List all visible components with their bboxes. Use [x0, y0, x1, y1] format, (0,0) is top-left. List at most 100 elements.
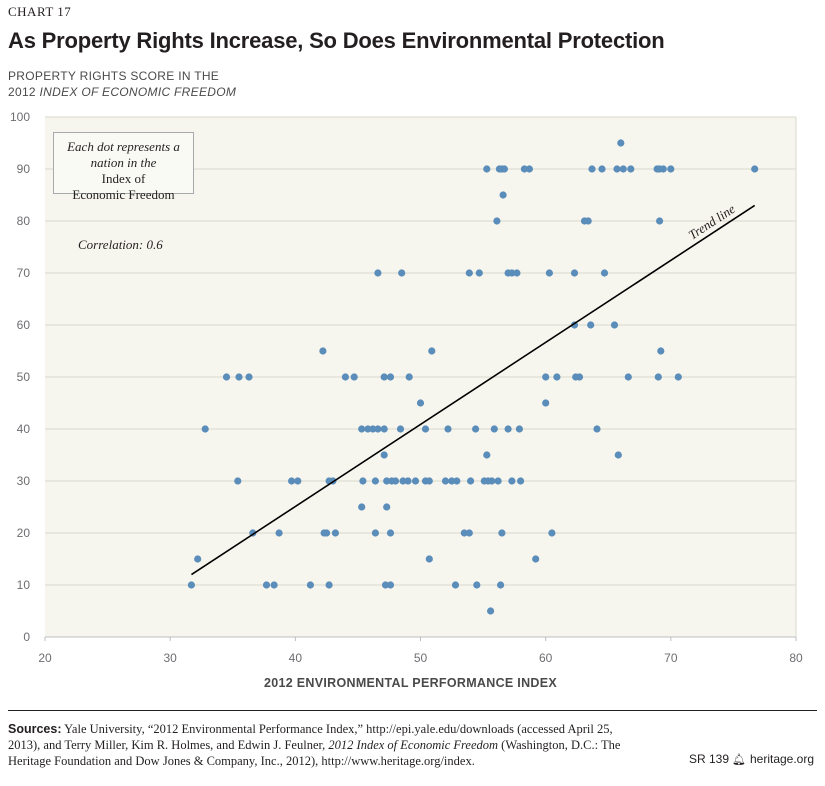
data-point — [222, 373, 231, 381]
data-point — [619, 165, 627, 173]
x-tick-80: 80 — [789, 651, 803, 665]
data-point — [525, 165, 534, 173]
data-point — [398, 269, 406, 277]
data-point — [444, 425, 452, 433]
data-point — [493, 217, 501, 225]
data-point — [488, 477, 496, 485]
data-point — [341, 373, 349, 381]
data-point — [381, 581, 390, 589]
y-tick-60: 60 — [17, 318, 31, 332]
annotation-line2: nation in the Index of — [54, 155, 193, 187]
data-point — [411, 477, 420, 485]
data-point — [448, 477, 456, 485]
data-point — [465, 529, 473, 537]
data-point — [587, 321, 595, 329]
data-point — [405, 373, 413, 381]
data-point — [517, 477, 525, 485]
data-point — [234, 477, 242, 485]
annotation-box: Each dot represents a nation in the Inde… — [53, 132, 194, 202]
x-tick-70: 70 — [664, 651, 678, 665]
data-point — [657, 347, 665, 355]
data-point — [425, 555, 433, 563]
data-point — [416, 399, 425, 407]
data-point — [614, 451, 622, 459]
data-point — [386, 581, 395, 589]
data-point — [656, 217, 664, 225]
data-point — [674, 373, 682, 381]
y-tick-100: 100 — [10, 110, 30, 124]
x-axis-title: 2012 ENVIRONMENTAL PERFORMANCE INDEX — [264, 676, 557, 690]
annotation-line3: Economic Freedom — [72, 187, 175, 202]
data-point — [548, 529, 556, 537]
data-point — [358, 425, 366, 433]
annotation-line2-a: nation in the — [90, 155, 157, 170]
data-point — [383, 477, 391, 485]
data-point — [627, 165, 635, 173]
y-tick-70: 70 — [17, 266, 31, 280]
y-axis-title: PROPERTY RIGHTS SCORE IN THE 2012 INDEX … — [8, 68, 236, 100]
data-point — [570, 269, 579, 277]
sources-note: Sources: Yale University, “2012 Environm… — [8, 721, 638, 769]
data-point — [513, 269, 521, 277]
y-tick-40: 40 — [17, 422, 31, 436]
y-axis-title-line2: 2012 INDEX OF ECONOMIC FREEDOM — [8, 84, 236, 100]
data-point — [383, 503, 391, 511]
data-point — [331, 529, 339, 537]
data-point — [613, 165, 621, 173]
data-point — [467, 477, 475, 485]
y-tick-90: 90 — [17, 162, 31, 176]
data-point — [483, 451, 491, 459]
data-points — [187, 139, 759, 615]
data-point — [588, 165, 596, 173]
data-point — [451, 581, 460, 589]
heritage-link[interactable]: 🔔︎ heritage.org — [732, 752, 814, 766]
data-point — [399, 477, 407, 485]
data-point — [500, 165, 508, 173]
data-point — [453, 477, 461, 485]
data-point — [483, 165, 491, 173]
data-point — [460, 529, 468, 537]
data-point — [472, 425, 480, 433]
data-point — [584, 217, 592, 225]
data-point — [654, 373, 662, 381]
data-point — [374, 425, 382, 433]
data-point — [358, 503, 366, 511]
data-point — [235, 373, 243, 381]
data-point — [542, 399, 550, 407]
heritage-site: heritage.org — [749, 752, 815, 766]
data-point — [404, 477, 412, 485]
data-point — [508, 269, 516, 277]
data-point — [487, 607, 495, 615]
data-point — [598, 165, 606, 173]
y-tick-0: 0 — [23, 630, 30, 644]
data-point — [490, 425, 498, 433]
data-point — [194, 555, 202, 563]
y-tick-50: 50 — [17, 370, 31, 384]
data-point — [350, 373, 358, 381]
sources-italic: 2012 Index of Economic Freedom — [328, 738, 499, 752]
trend-line — [191, 204, 756, 576]
data-point — [380, 451, 388, 459]
data-point — [441, 477, 450, 485]
data-point — [386, 373, 395, 381]
data-point — [520, 165, 529, 173]
data-point — [545, 269, 554, 277]
data-point — [364, 425, 372, 433]
data-point — [187, 581, 195, 589]
data-point — [391, 477, 400, 485]
x-tick-labels: 20 30 40 50 60 70 80 — [38, 651, 803, 665]
sources-text-2: (Washington, D.C.: The Heritage Foundati… — [8, 738, 621, 768]
data-point — [270, 581, 278, 589]
data-point — [294, 477, 302, 485]
y-tick-80: 80 — [17, 214, 31, 228]
data-point — [494, 477, 502, 485]
data-point — [369, 425, 377, 433]
annotation-line1: Each dot represents a — [67, 139, 180, 154]
data-point — [380, 425, 388, 433]
y-axis-title-index: INDEX OF ECONOMIC FREEDOM — [39, 85, 237, 99]
data-point — [201, 425, 209, 433]
data-point — [473, 581, 481, 589]
data-point — [497, 581, 505, 589]
data-point — [515, 425, 524, 433]
data-point — [508, 477, 516, 485]
